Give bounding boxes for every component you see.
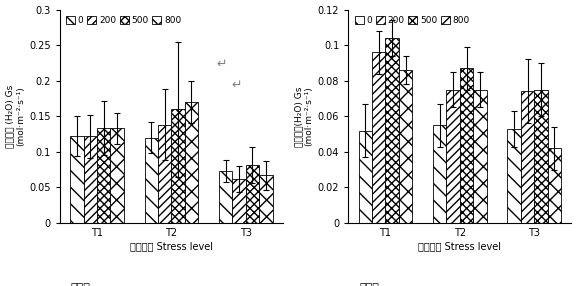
Bar xyxy=(233,179,246,223)
Bar xyxy=(399,70,412,223)
Bar xyxy=(473,90,486,223)
Bar xyxy=(372,52,385,223)
Text: ↵: ↵ xyxy=(216,57,227,70)
Bar xyxy=(385,38,399,223)
Bar xyxy=(534,90,548,223)
Bar xyxy=(97,128,110,223)
Bar xyxy=(145,138,158,223)
Bar xyxy=(433,125,447,223)
Bar xyxy=(70,136,84,223)
Bar xyxy=(219,171,233,223)
Text: ↵: ↵ xyxy=(231,79,242,92)
Bar xyxy=(185,102,198,223)
Bar xyxy=(110,128,124,223)
Text: 高羊茂: 高羊茂 xyxy=(359,283,379,286)
Bar xyxy=(460,68,473,223)
Bar xyxy=(548,148,561,223)
Bar xyxy=(84,136,97,223)
Bar xyxy=(447,90,460,223)
Y-axis label: 气孔导度(H₂O) Gs
(mol·m⁻²·s⁻¹): 气孔导度(H₂O) Gs (mol·m⁻²·s⁻¹) xyxy=(294,86,313,146)
X-axis label: 胁迫梯度 Stress level: 胁迫梯度 Stress level xyxy=(418,241,501,251)
Text: 黑麦草: 黑麦草 xyxy=(71,283,91,286)
Bar xyxy=(507,129,521,223)
X-axis label: 胁迫梯度 Stress level: 胁迫梯度 Stress level xyxy=(130,241,213,251)
Bar xyxy=(259,175,272,223)
Legend: 0, 200, 500, 800: 0, 200, 500, 800 xyxy=(64,14,183,27)
Bar xyxy=(171,109,185,223)
Bar xyxy=(521,92,534,223)
Bar xyxy=(158,125,171,223)
Bar xyxy=(359,130,372,223)
Bar xyxy=(246,165,259,223)
Y-axis label: 气孔导度 (H₂O) Gs
(mol·m⁻²·s⁻¹): 气孔导度 (H₂O) Gs (mol·m⁻²·s⁻¹) xyxy=(6,85,25,148)
Legend: 0, 200, 500, 800: 0, 200, 500, 800 xyxy=(353,14,471,27)
